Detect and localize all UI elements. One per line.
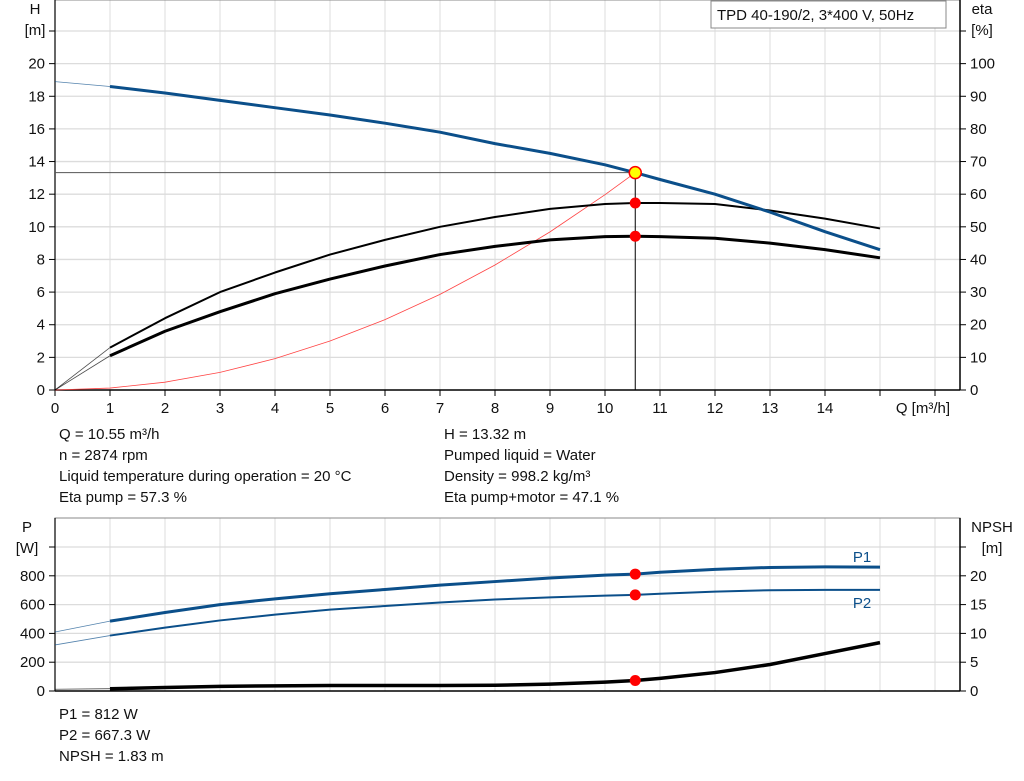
eta-tick-label: 50 xyxy=(970,219,987,236)
q-tick-label: 0 xyxy=(51,400,59,417)
system-curve xyxy=(54,172,636,391)
npsh-point xyxy=(629,674,641,686)
eta-tick-label: 20 xyxy=(970,317,987,334)
npsh-tick-label: 15 xyxy=(970,597,987,614)
q-tick-label: 8 xyxy=(491,400,499,417)
q-tick-label: 13 xyxy=(762,400,779,417)
npsh-tick-label: 10 xyxy=(970,625,987,642)
eta-tick-label: 100 xyxy=(970,56,995,73)
h-axis-unit: [m] xyxy=(25,22,46,39)
h-tick-label: 10 xyxy=(28,219,45,236)
q-tick-label: 7 xyxy=(436,400,444,417)
eta-tick-label: 40 xyxy=(970,251,987,268)
p1-extrapolated xyxy=(54,620,111,633)
p2-label: P2 xyxy=(853,595,871,612)
npsh-axis-unit: [m] xyxy=(982,540,1003,557)
h-axis-name: H xyxy=(30,1,41,18)
eta-pump-motor-point xyxy=(629,230,641,242)
q-tick-label: 3 xyxy=(216,400,224,417)
info-left: Q = 10.55 m³/h n = 2874 rpm Liquid tempe… xyxy=(59,424,351,508)
eta-pump-motor-curve xyxy=(109,234,881,358)
q-tick-label: 10 xyxy=(597,400,614,417)
h-tick-label: 6 xyxy=(37,284,45,301)
h-tick-label: 14 xyxy=(28,154,45,171)
q-tick-label: 6 xyxy=(381,400,389,417)
head-curve xyxy=(109,84,881,252)
q-tick-label: 1 xyxy=(106,400,114,417)
x-axis-label: Q [m³/h] xyxy=(896,400,950,417)
info-right: H = 13.32 m Pumped liquid = Water Densit… xyxy=(444,424,619,508)
h-tick-label: 8 xyxy=(37,251,45,268)
info-npsh: NPSH = 1.83 m xyxy=(59,748,164,765)
top-frame xyxy=(54,0,961,391)
info-temp: Liquid temperature during operation = 20… xyxy=(59,468,352,485)
info-p1: P1 = 812 W xyxy=(59,706,138,723)
info-q: Q = 10.55 m³/h xyxy=(59,426,160,443)
eta-tick-label: 80 xyxy=(970,121,987,138)
duty-point xyxy=(628,165,642,180)
npsh-tick-label: 5 xyxy=(970,654,978,671)
q-tick-label: 9 xyxy=(546,400,554,417)
info-eta-pump-motor: Eta pump+motor = 47.1 % xyxy=(444,489,620,506)
p2-curve xyxy=(109,588,880,637)
h-tick-label: 18 xyxy=(28,88,45,105)
eta-tick-label: 10 xyxy=(970,349,987,366)
npsh-tick-label: 20 xyxy=(970,568,987,585)
info-bottom: P1 = 812 W P2 = 667.3 W NPSH = 1.83 m xyxy=(59,704,164,767)
eta-tick-label: 90 xyxy=(970,88,987,105)
eta-tick-label: 70 xyxy=(970,154,987,171)
npsh-curve xyxy=(109,640,881,691)
h-tick-label: 12 xyxy=(28,186,45,203)
p-tick-label: 800 xyxy=(20,568,45,585)
eta-tick-label: 0 xyxy=(970,382,978,399)
info-n: n = 2874 rpm xyxy=(59,447,148,464)
p-axis-name: P xyxy=(22,519,32,536)
p-axis-unit: [W] xyxy=(16,540,39,557)
q-tick-label: 12 xyxy=(707,400,724,417)
h-tick-label: 0 xyxy=(37,382,45,399)
eta-tick-label: 60 xyxy=(970,186,987,203)
info-liquid: Pumped liquid = Water xyxy=(444,447,596,464)
h-tick-label: 16 xyxy=(28,121,45,138)
p1-point xyxy=(629,568,641,580)
p1-curve xyxy=(109,565,881,623)
q-tick-label: 2 xyxy=(161,400,169,417)
eta-axis-unit: [%] xyxy=(971,22,993,39)
head-extrapolated xyxy=(54,81,111,87)
q-tick-label: 14 xyxy=(817,400,834,417)
p-tick-label: 200 xyxy=(20,654,45,671)
p2-extrapolated xyxy=(54,635,111,646)
info-p2: P2 = 667.3 W xyxy=(59,727,151,744)
info-h: H = 13.32 m xyxy=(444,426,527,443)
npsh-extrapolated xyxy=(54,688,111,690)
eta-pump-curve xyxy=(109,201,881,349)
p-tick-label: 0 xyxy=(37,683,45,700)
h-tick-label: 4 xyxy=(37,317,45,334)
h-tick-label: 20 xyxy=(28,56,45,73)
p1-label: P1 xyxy=(853,549,871,566)
q-tick-label: 5 xyxy=(326,400,334,417)
npsh-tick-label: 0 xyxy=(970,683,978,700)
p2-point xyxy=(629,589,641,601)
eta-axis-name: eta xyxy=(972,1,994,18)
chart-title: TPD 40-190/2, 3*400 V, 50Hz xyxy=(717,7,914,24)
eta-tick-label: 30 xyxy=(970,284,987,301)
info-eta-pump: Eta pump = 57.3 % xyxy=(59,489,187,506)
eta-pump-extrapolated xyxy=(54,347,111,391)
p-tick-label: 400 xyxy=(20,625,45,642)
q-tick-label: 11 xyxy=(652,400,668,417)
q-tick-label: 4 xyxy=(271,400,279,417)
h-tick-label: 2 xyxy=(37,349,45,366)
info-density: Density = 998.2 kg/m³ xyxy=(444,468,591,485)
npsh-axis-name: NPSH xyxy=(971,519,1013,536)
eta-pump-point xyxy=(629,197,641,209)
p-tick-label: 600 xyxy=(20,597,45,614)
title-box xyxy=(710,0,947,29)
eta-pump-motor-extrapolated xyxy=(54,355,111,391)
